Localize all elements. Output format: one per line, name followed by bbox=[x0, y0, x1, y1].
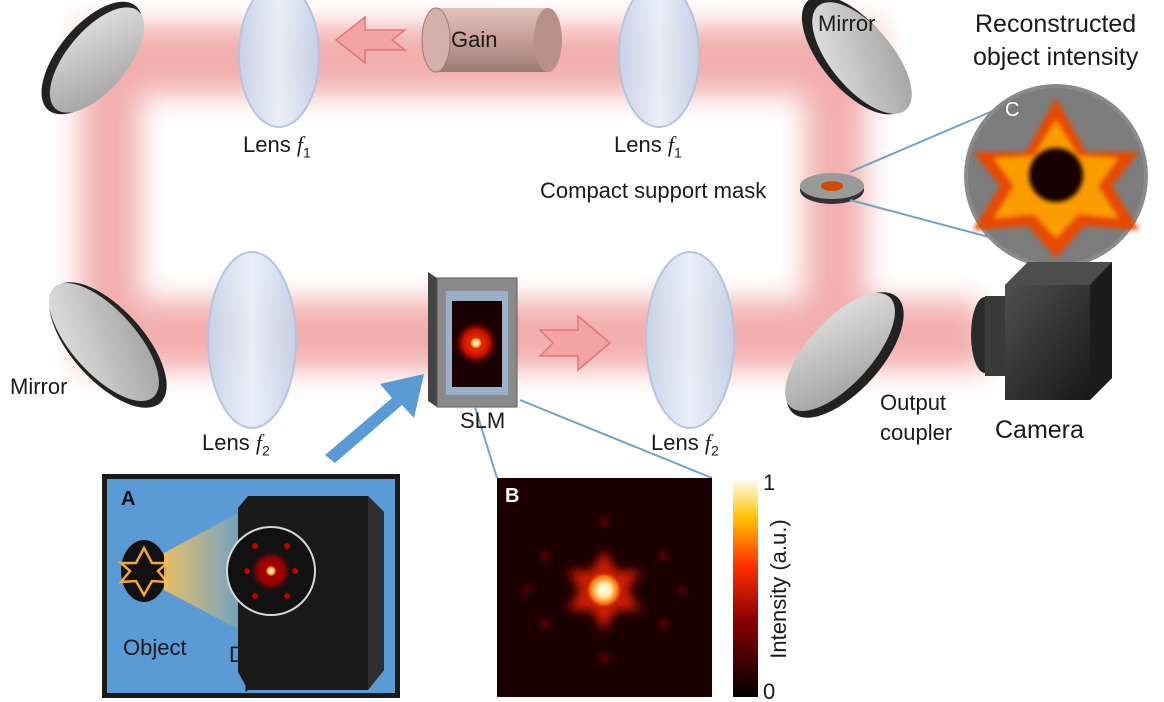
f-letter: f bbox=[667, 132, 674, 157]
camera-device bbox=[971, 262, 1112, 400]
panel-a-letter: A bbox=[121, 488, 136, 510]
reconstructed-title-line1: Reconstructed bbox=[975, 10, 1137, 38]
lens-f1-left bbox=[238, 0, 320, 128]
lens-word: Lens bbox=[651, 430, 699, 455]
colorbar-title: Intensity (a.u.) bbox=[766, 519, 791, 659]
object-label: Object bbox=[123, 635, 187, 660]
intensity-colorbar bbox=[733, 478, 758, 697]
f-letter: f bbox=[296, 132, 303, 157]
lens-f2-right-label: Lens f2 bbox=[651, 430, 719, 459]
left-arrow bbox=[334, 15, 408, 65]
lens-f2-left bbox=[207, 251, 297, 429]
focal-symbol: f1 bbox=[667, 132, 682, 161]
lens-word: Lens bbox=[614, 132, 662, 157]
lens-f1-right bbox=[618, 0, 700, 128]
panel-c-letter: C bbox=[1005, 99, 1020, 121]
panel-a bbox=[102, 474, 400, 698]
focal-symbol: f2 bbox=[704, 430, 719, 459]
gain-label: Gain bbox=[451, 27, 498, 52]
panel-b-diffraction bbox=[497, 478, 712, 697]
diffraction-label-line2: pattern bbox=[244, 667, 313, 692]
lens-f2-left-label: Lens f2 bbox=[202, 430, 270, 459]
colorbar-min-label: 0 bbox=[763, 679, 776, 702]
camera-label: Camera bbox=[995, 416, 1084, 444]
compact-support-mask-label: Compact support mask bbox=[540, 178, 767, 203]
f-letter: f bbox=[255, 430, 262, 455]
f-subscript: 2 bbox=[710, 442, 719, 459]
f-letter: f bbox=[704, 430, 711, 455]
callout-lines bbox=[474, 109, 1001, 479]
f-subscript: 1 bbox=[302, 144, 311, 161]
slm-device bbox=[428, 272, 518, 408]
panel-c-reconstruction bbox=[964, 84, 1148, 268]
output-coupler-mirror bbox=[785, 292, 904, 418]
right-arrow bbox=[538, 314, 612, 372]
diffraction-label-line1: Diffraction bbox=[229, 642, 328, 667]
f-subscript: 2 bbox=[261, 442, 270, 459]
mirror-left-label: Mirror bbox=[10, 374, 68, 399]
mirror-top-label: Mirror bbox=[818, 11, 876, 36]
lens-f1-left-label: Lens f1 bbox=[243, 132, 311, 161]
f-subscript: 1 bbox=[673, 144, 682, 161]
output-coupler-label-line2: coupler bbox=[880, 420, 953, 445]
focal-symbol: f1 bbox=[296, 132, 311, 161]
compact-support-mask bbox=[800, 173, 864, 204]
mirror-top-left bbox=[41, 1, 145, 115]
lens-f2-right bbox=[645, 251, 735, 429]
reconstructed-title-line2: object intensity bbox=[973, 43, 1139, 71]
panel-b-letter: B bbox=[505, 485, 520, 507]
slm-label: SLM bbox=[460, 408, 506, 433]
focal-symbol: f2 bbox=[255, 430, 270, 459]
output-coupler-label-line1: Output bbox=[880, 390, 947, 415]
colorbar-max-label: 1 bbox=[763, 470, 776, 495]
mirror-bottom-left bbox=[49, 282, 167, 408]
lens-word: Lens bbox=[243, 132, 291, 157]
gain-medium bbox=[421, 7, 562, 73]
lens-f1-right-label: Lens f1 bbox=[614, 132, 682, 161]
input-arrow bbox=[325, 374, 424, 463]
lens-word: Lens bbox=[202, 430, 250, 455]
mirror-top-right bbox=[801, 0, 912, 115]
